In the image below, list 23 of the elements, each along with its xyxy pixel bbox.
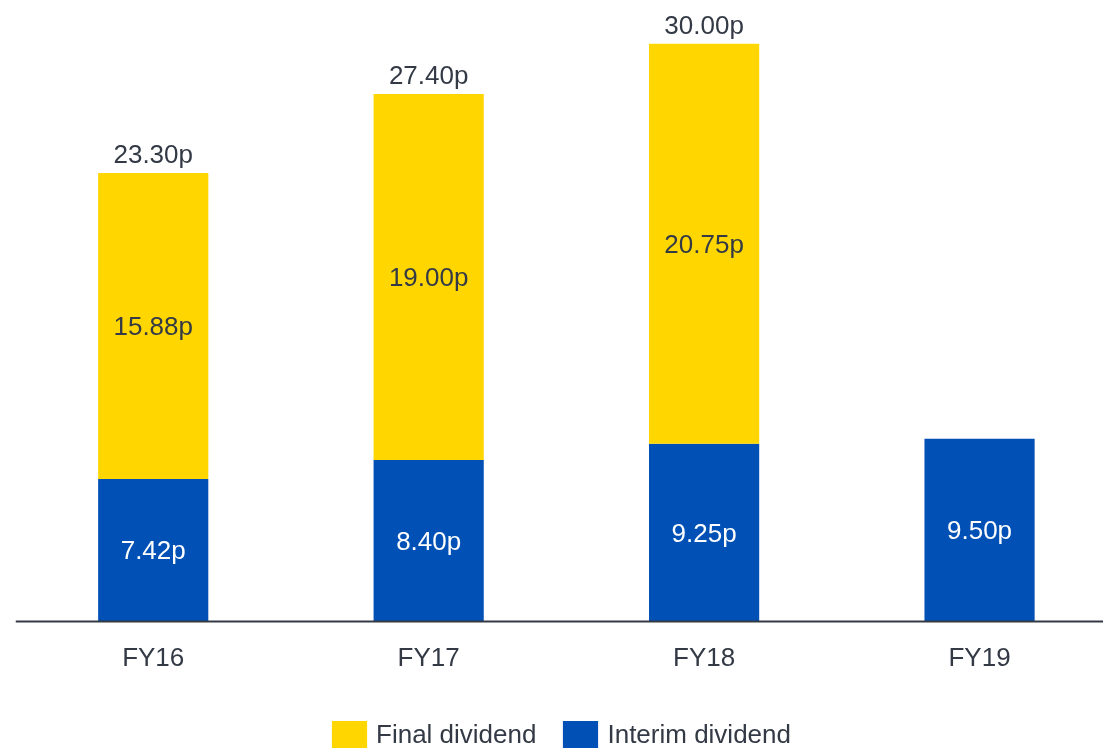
- data-label: 20.75p: [664, 228, 744, 259]
- bar: [649, 43, 760, 444]
- legend-label: Interim dividend: [607, 718, 791, 750]
- x-tick-label: FY18: [673, 641, 736, 672]
- data-label: 9.50p: [947, 515, 1013, 546]
- bar: [98, 172, 209, 479]
- bar: [649, 443, 760, 622]
- bar: [373, 93, 484, 461]
- data-label: 8.40p: [396, 525, 462, 556]
- data-label: 9.25p: [671, 517, 737, 548]
- total-label: 23.30p: [113, 138, 193, 169]
- legend-label: Final dividend: [376, 718, 537, 750]
- bar: [924, 438, 1035, 622]
- data-label: 19.00p: [388, 262, 469, 292]
- bar: [98, 478, 209, 622]
- x-tick-label: FY19: [948, 641, 1011, 672]
- data-label: 7.42p: [120, 535, 186, 566]
- data-label: 15.88p: [113, 310, 193, 341]
- total-label: 27.40p: [388, 59, 469, 90]
- total-label: 30.00p: [664, 9, 744, 40]
- x-tick-label: FY17: [397, 641, 460, 672]
- x-tick-label: FY16: [122, 641, 185, 672]
- bar: [373, 460, 484, 622]
